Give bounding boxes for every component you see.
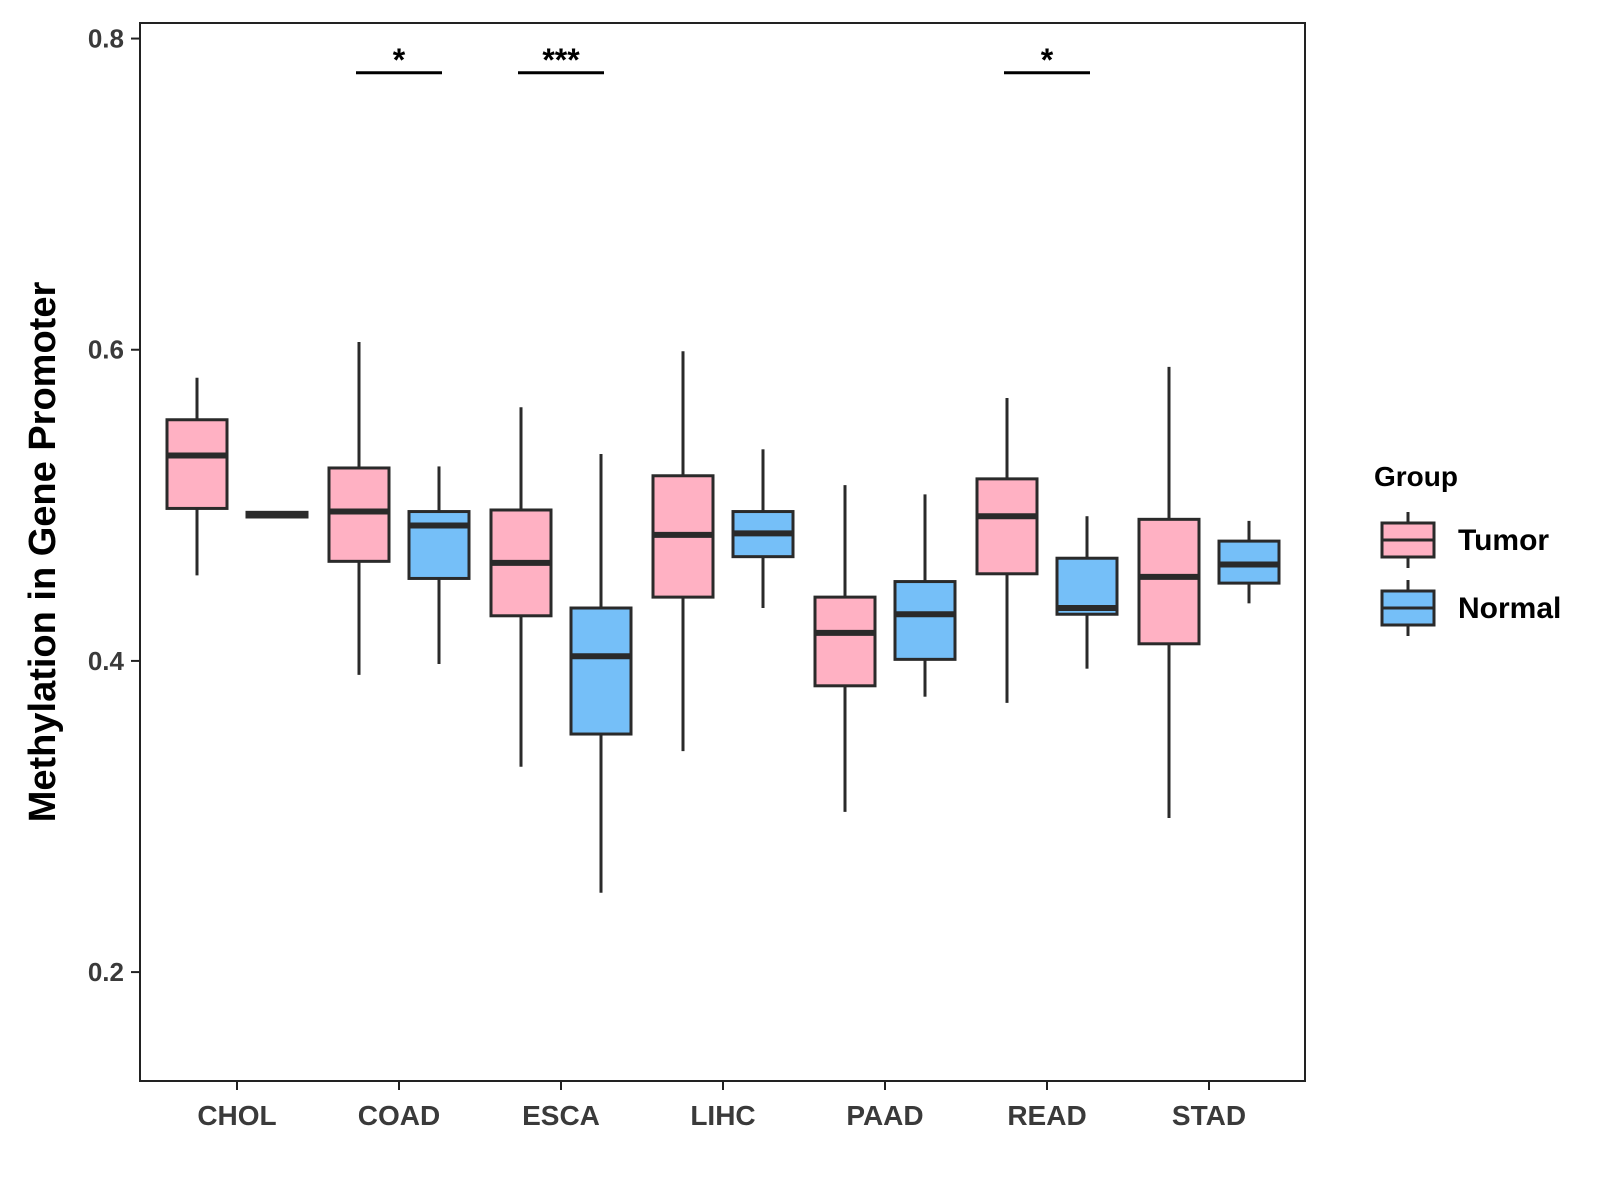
x-tick-label: COAD bbox=[358, 1100, 440, 1131]
box-body bbox=[407, 510, 471, 580]
box-body bbox=[569, 606, 633, 736]
x-tick-label: PAAD bbox=[846, 1100, 923, 1131]
x-tick-label: ESCA bbox=[522, 1100, 600, 1131]
box-tumor-paad bbox=[813, 485, 877, 812]
box-tumor-stad bbox=[1137, 366, 1201, 819]
x-tick-label: STAD bbox=[1172, 1100, 1246, 1131]
box-tumor-chol bbox=[165, 377, 229, 576]
box-normal-read bbox=[1055, 516, 1119, 669]
y-tick-label: 0.6 bbox=[88, 335, 124, 365]
box-body bbox=[165, 418, 229, 510]
y-tick-label: 0.4 bbox=[88, 646, 125, 676]
box-normal-paad bbox=[893, 494, 957, 697]
plot-panel bbox=[139, 22, 1306, 1082]
box-normal-stad bbox=[1217, 520, 1281, 604]
legend-item-normal: Normal bbox=[1380, 580, 1561, 636]
box-normal-lihc bbox=[731, 449, 795, 609]
y-tick-label: 0.8 bbox=[88, 24, 124, 54]
box-tumor-lihc bbox=[651, 351, 715, 752]
legend-title: Group bbox=[1374, 461, 1458, 492]
x-tick-label: LIHC bbox=[690, 1100, 755, 1131]
box-normal-chol bbox=[245, 510, 309, 519]
legend: Group Tumor Normal bbox=[1374, 461, 1561, 636]
significance-annotations: * *** * bbox=[356, 42, 1090, 78]
x-tick-label: CHOL bbox=[197, 1100, 276, 1131]
box-body bbox=[975, 477, 1039, 576]
legend-label: Normal bbox=[1458, 592, 1561, 625]
y-axis-title: Methylation in Gene Promoter bbox=[22, 282, 64, 823]
box-body bbox=[1137, 517, 1201, 646]
box-body bbox=[327, 466, 391, 563]
significance-label: * bbox=[1041, 42, 1054, 78]
significance-label: * bbox=[393, 42, 406, 78]
x-axis: CHOL COAD ESCA LIHC PAAD READ STAD bbox=[197, 1081, 1246, 1131]
box-tumor-coad bbox=[327, 341, 391, 675]
y-axis: 0.2 0.4 0.6 0.8 bbox=[88, 24, 140, 987]
legend-label: Tumor bbox=[1458, 524, 1549, 557]
boxes-layer bbox=[165, 341, 1281, 893]
box-body bbox=[813, 595, 877, 688]
x-tick-label: READ bbox=[1007, 1100, 1086, 1131]
box-body bbox=[893, 580, 957, 661]
box-normal-coad bbox=[407, 466, 471, 665]
box-tumor-esca bbox=[489, 407, 553, 767]
box-normal-esca bbox=[569, 453, 633, 893]
box-body bbox=[1055, 556, 1119, 616]
significance-label: *** bbox=[542, 42, 580, 78]
box-tumor-read bbox=[975, 397, 1039, 703]
y-tick-label: 0.2 bbox=[88, 957, 124, 987]
legend-item-tumor: Tumor bbox=[1380, 512, 1549, 568]
